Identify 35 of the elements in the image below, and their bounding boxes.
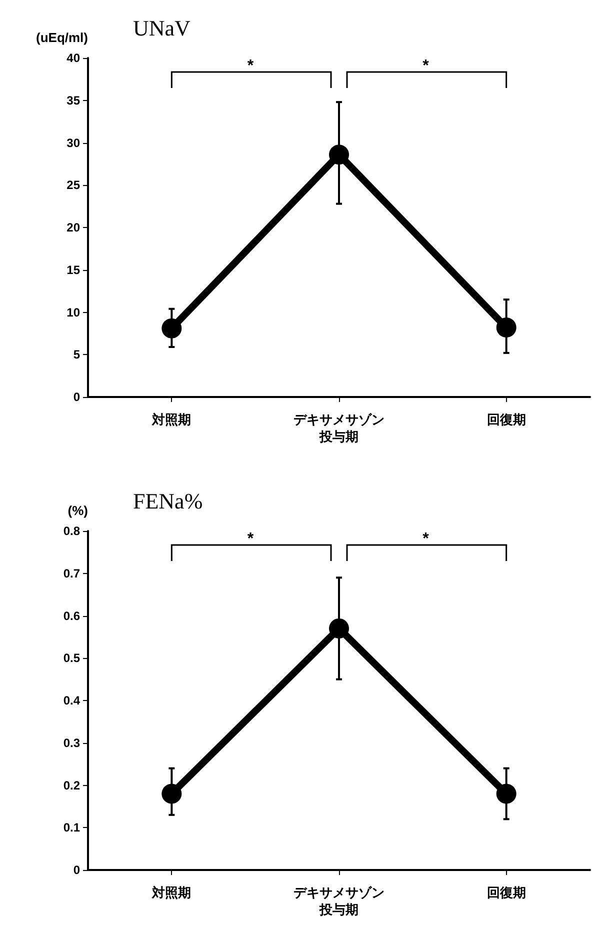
y-tick-label: 15 [66, 262, 80, 277]
y-tick-label: 35 [66, 93, 80, 108]
y-tick-label: 30 [66, 136, 80, 150]
y-tick-label: 25 [66, 178, 80, 192]
y-tick-label: 0.1 [63, 820, 80, 835]
y-tick-label: 20 [66, 220, 80, 234]
annotation: * [422, 58, 430, 74]
annotation: * [247, 530, 254, 548]
annotation: * [247, 58, 254, 74]
y-tick-label: 5 [73, 348, 80, 362]
y-axis-title: (uEq/ml) [36, 30, 88, 45]
point [496, 318, 516, 338]
chart-title: UNaV [133, 16, 191, 40]
y-tick-label: 0 [73, 390, 80, 404]
chart-title: FENa% [133, 488, 203, 514]
x-tick-label: デキサメサゾン投与期 [294, 885, 384, 917]
y-tick-label: 10 [66, 305, 80, 320]
y-axis-title: (%) [68, 503, 88, 518]
annotation: * [422, 530, 430, 548]
x-tick-label: 対照期 [151, 412, 192, 427]
x-tick-label: 回復期 [486, 885, 526, 900]
y-tick-label: 0.3 [63, 736, 80, 750]
y-tick-label: 40 [66, 51, 80, 65]
point [162, 318, 182, 338]
point [329, 144, 349, 165]
y-tick-label: 0.8 [63, 524, 80, 538]
x-tick-label: 対照期 [151, 885, 192, 900]
y-tick-label: 0.5 [63, 651, 80, 666]
y-tick-label: 0.6 [63, 608, 80, 623]
y-tick-label: 0 [73, 863, 80, 877]
x-tick-label: 回復期 [486, 412, 526, 427]
y-tick-label: 0.7 [63, 566, 80, 580]
y-tick-label: 0.2 [63, 778, 80, 792]
x-tick-label: デキサメサゾン投与期 [294, 412, 384, 444]
y-tick-label: 0.4 [63, 694, 80, 708]
